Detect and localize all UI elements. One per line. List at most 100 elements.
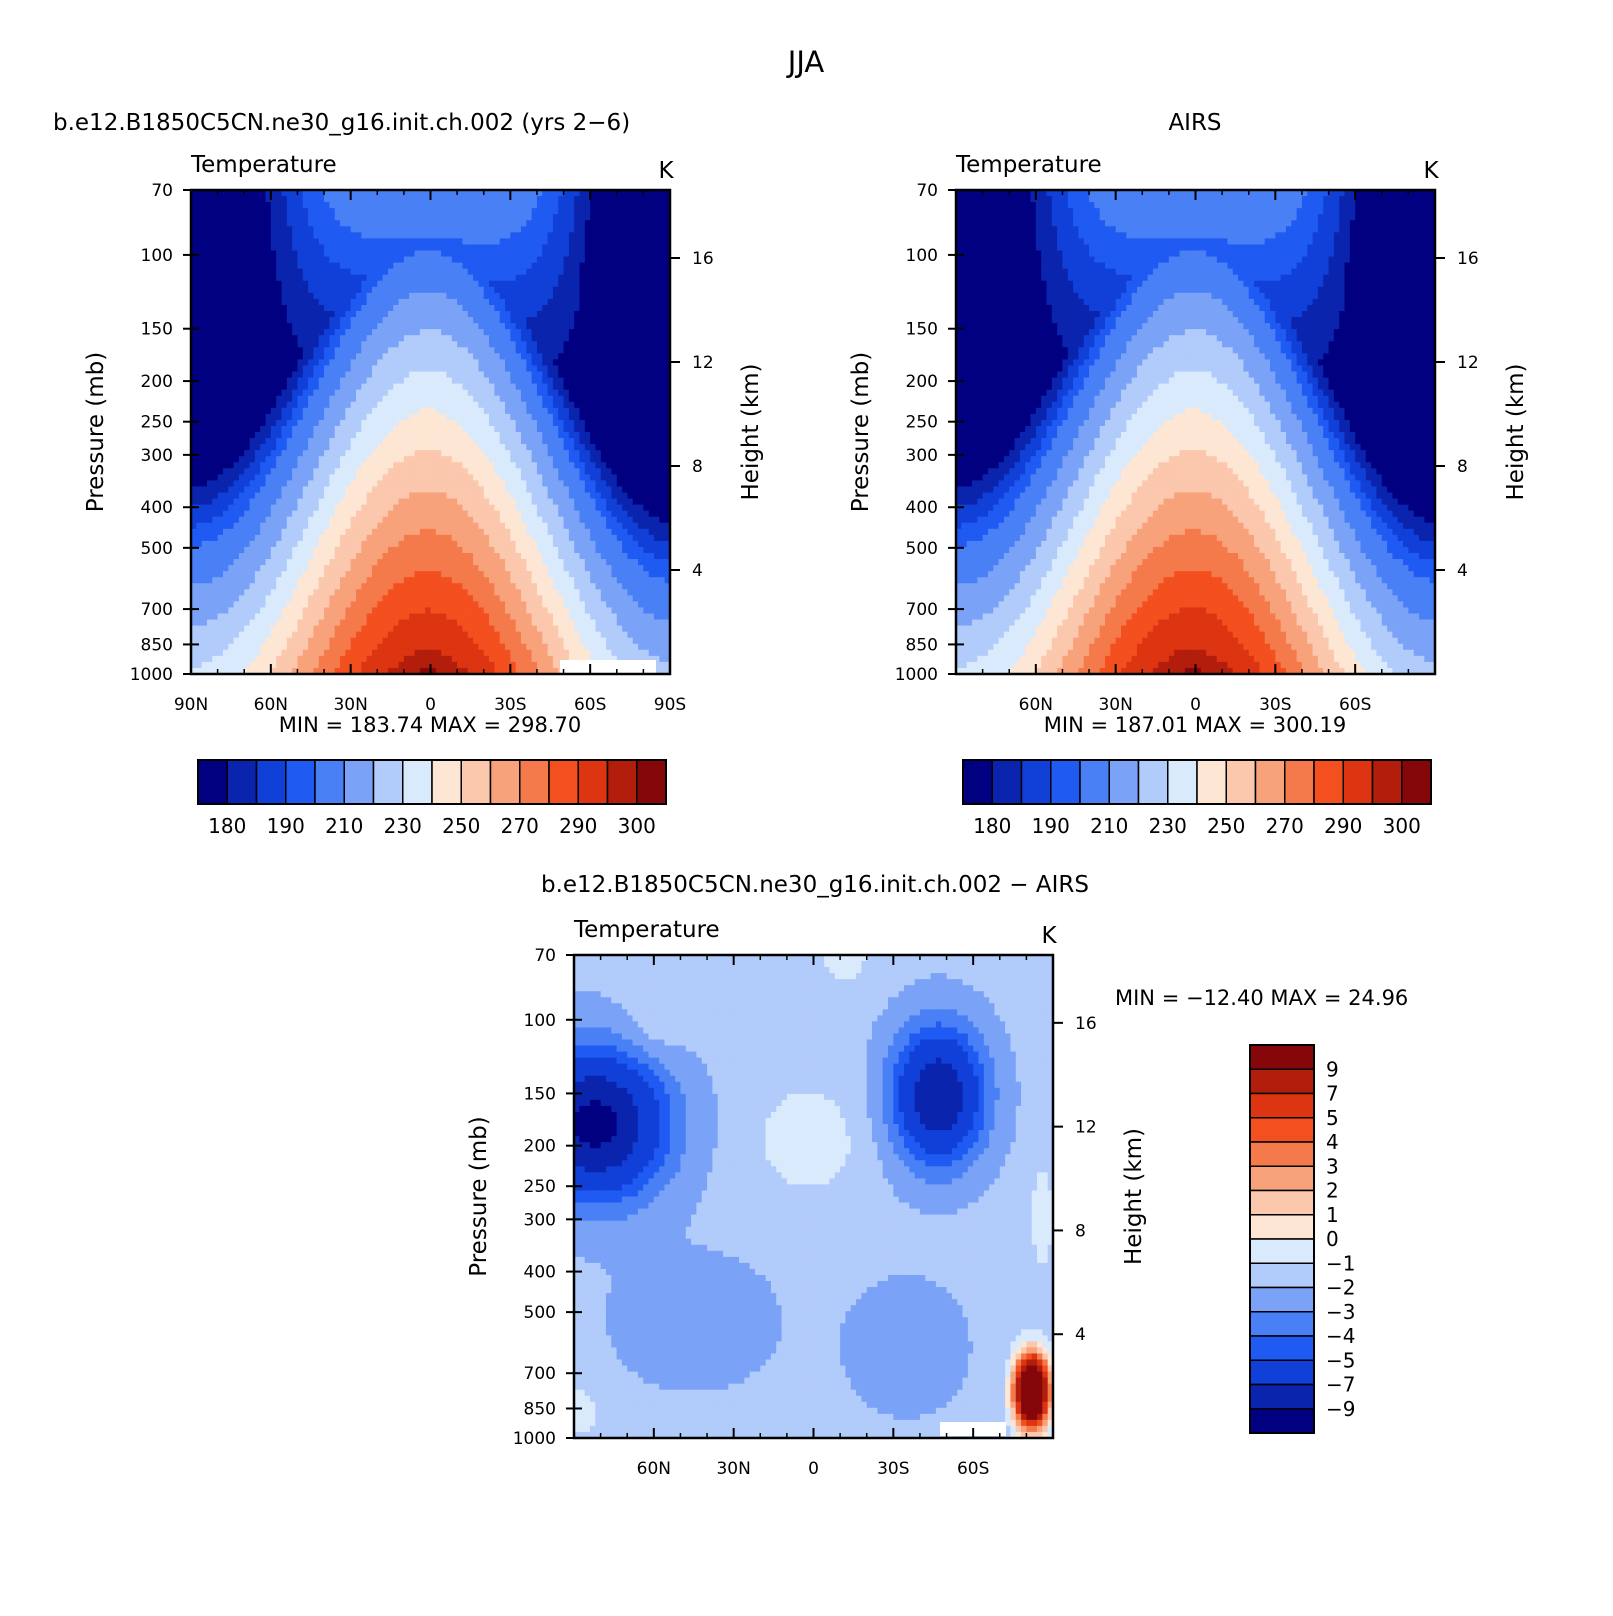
field-cell [462, 414, 468, 421]
field-cell [569, 251, 575, 258]
field-cell [643, 456, 649, 463]
field-cell [595, 341, 601, 348]
field-cell [601, 244, 607, 251]
field-cell [569, 238, 575, 245]
field-cell [548, 293, 554, 300]
field-cell [446, 456, 452, 463]
field-cell [266, 244, 272, 251]
field-cell [351, 263, 357, 270]
field-cell [409, 287, 415, 294]
field-cell [196, 281, 202, 288]
field-cell [361, 323, 367, 330]
field-cell [436, 263, 442, 270]
field-cell [319, 499, 325, 506]
field-cell [303, 323, 309, 330]
field-cell [516, 196, 522, 203]
field-cell [324, 341, 330, 348]
field-cell [260, 474, 266, 481]
field-cell [260, 432, 266, 439]
field-cell [564, 196, 570, 203]
field-cell [484, 196, 490, 203]
field-cell [505, 450, 511, 457]
field-cell [436, 517, 442, 524]
field-cell [452, 275, 458, 282]
field-cell [372, 511, 378, 518]
field-cell [580, 299, 586, 306]
field-cell [473, 438, 479, 445]
field-cell [234, 202, 240, 209]
field-cell [500, 456, 506, 463]
field-cell [537, 480, 543, 487]
field-cell [574, 317, 580, 324]
field-cell [383, 220, 389, 227]
field-cell [319, 257, 325, 264]
field-cell [218, 317, 224, 324]
field-cell [617, 444, 623, 451]
field-cell [250, 523, 256, 530]
field-cell [351, 251, 357, 258]
field-cell [308, 299, 314, 306]
field-cell [212, 293, 218, 300]
field-cell [601, 238, 607, 245]
field-cell [266, 511, 272, 518]
field-cell [516, 378, 522, 385]
field-cell [340, 196, 346, 203]
field-cell [255, 196, 261, 203]
field-cell [340, 257, 346, 264]
field-cell [308, 238, 314, 245]
field-cell [351, 335, 357, 342]
field-cell [627, 486, 633, 493]
field-cell [659, 499, 665, 506]
field-cell [356, 238, 362, 245]
field-cell [319, 208, 325, 215]
field-cell [532, 480, 538, 487]
field-cell [361, 372, 367, 379]
field-cell [601, 317, 607, 324]
field-cell [457, 299, 463, 306]
field-cell [446, 378, 452, 385]
field-cell [611, 353, 617, 360]
field-cell [329, 426, 335, 433]
field-cell [250, 305, 256, 312]
field-cell [473, 299, 479, 306]
field-cell [335, 517, 341, 524]
field-cell [260, 480, 266, 487]
field-cell [266, 480, 272, 487]
field-cell [627, 378, 633, 385]
field-cell [420, 378, 426, 385]
field-cell [468, 335, 474, 342]
field-cell [441, 275, 447, 282]
field-cell [473, 384, 479, 391]
field-cell [335, 444, 341, 451]
field-cell [564, 474, 570, 481]
field-cell [399, 523, 405, 530]
field-cell [266, 208, 272, 215]
field-cell [446, 468, 452, 475]
field-cell [489, 305, 495, 312]
field-cell [548, 251, 554, 258]
field-cell [228, 269, 234, 276]
field-cell [393, 220, 399, 227]
field-cell [377, 202, 383, 209]
field-cell [601, 365, 607, 372]
field-cell [276, 353, 282, 360]
field-cell [292, 317, 298, 324]
field-cell [324, 396, 330, 403]
field-cell [569, 299, 575, 306]
field-cell [574, 493, 580, 500]
field-cell [425, 323, 431, 330]
field-cell [462, 214, 468, 221]
field-cell [351, 287, 357, 294]
field-cell [415, 269, 421, 276]
field-cell [548, 486, 554, 493]
field-cell [521, 396, 527, 403]
field-cell [281, 341, 287, 348]
field-cell [436, 378, 442, 385]
field-cell [292, 353, 298, 360]
field-cell [404, 305, 410, 312]
field-cell [260, 293, 266, 300]
field-cell [622, 335, 628, 342]
field-cell [377, 456, 383, 463]
field-cell [574, 402, 580, 409]
field-cell [537, 263, 543, 270]
